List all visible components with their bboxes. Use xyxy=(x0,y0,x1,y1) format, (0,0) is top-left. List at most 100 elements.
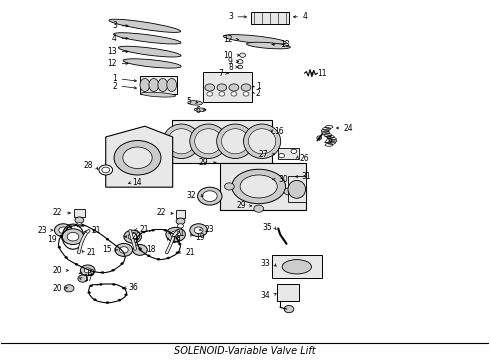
Circle shape xyxy=(171,231,180,238)
Text: 36: 36 xyxy=(129,283,139,292)
Polygon shape xyxy=(172,120,272,163)
Circle shape xyxy=(136,238,139,240)
Ellipse shape xyxy=(288,180,306,198)
Circle shape xyxy=(240,53,245,57)
Circle shape xyxy=(94,299,97,301)
Circle shape xyxy=(194,227,203,233)
Circle shape xyxy=(205,84,215,91)
Circle shape xyxy=(173,234,176,237)
Circle shape xyxy=(128,233,137,240)
Polygon shape xyxy=(74,210,85,217)
Text: 21: 21 xyxy=(175,229,185,238)
Circle shape xyxy=(124,294,127,296)
Ellipse shape xyxy=(246,42,290,49)
Circle shape xyxy=(62,229,84,244)
Text: 21: 21 xyxy=(91,226,100,235)
Text: 18: 18 xyxy=(147,246,156,255)
Circle shape xyxy=(279,153,285,158)
Circle shape xyxy=(317,136,322,139)
Ellipse shape xyxy=(248,129,276,154)
Ellipse shape xyxy=(282,260,312,274)
Circle shape xyxy=(60,235,63,237)
Circle shape xyxy=(143,231,146,233)
Circle shape xyxy=(243,92,249,96)
Text: 16: 16 xyxy=(274,127,284,136)
Circle shape xyxy=(88,292,91,294)
Text: 20: 20 xyxy=(132,232,141,241)
Text: 21: 21 xyxy=(185,248,195,257)
Circle shape xyxy=(123,254,126,256)
Polygon shape xyxy=(277,284,299,301)
Text: 23: 23 xyxy=(205,225,215,234)
Ellipse shape xyxy=(168,129,195,154)
Text: 29: 29 xyxy=(236,201,246,210)
Text: 20: 20 xyxy=(52,284,62,293)
Circle shape xyxy=(64,285,74,292)
Circle shape xyxy=(106,302,109,304)
Circle shape xyxy=(176,252,179,254)
Circle shape xyxy=(241,84,251,91)
Ellipse shape xyxy=(232,169,286,204)
Text: 34: 34 xyxy=(261,291,270,300)
Text: 3: 3 xyxy=(112,21,117,30)
Ellipse shape xyxy=(114,33,181,44)
Ellipse shape xyxy=(140,78,150,91)
Circle shape xyxy=(121,262,123,265)
Text: 30: 30 xyxy=(278,175,288,184)
Circle shape xyxy=(197,187,222,205)
Ellipse shape xyxy=(163,124,200,158)
Text: 14: 14 xyxy=(133,178,142,187)
Circle shape xyxy=(120,247,128,253)
Text: 21: 21 xyxy=(86,248,96,257)
Circle shape xyxy=(157,258,160,260)
Text: 31: 31 xyxy=(301,172,311,181)
Ellipse shape xyxy=(188,101,202,105)
Circle shape xyxy=(147,255,150,257)
Circle shape xyxy=(238,65,243,69)
Circle shape xyxy=(106,238,109,240)
Circle shape xyxy=(284,306,294,313)
Polygon shape xyxy=(278,148,299,159)
Polygon shape xyxy=(272,255,322,278)
Text: 1: 1 xyxy=(256,82,261,91)
Text: 26: 26 xyxy=(300,154,309,163)
Circle shape xyxy=(99,165,113,175)
Text: 11: 11 xyxy=(318,69,327,78)
Circle shape xyxy=(133,244,147,255)
Circle shape xyxy=(114,140,161,175)
Circle shape xyxy=(122,287,125,289)
Circle shape xyxy=(93,229,96,231)
Polygon shape xyxy=(106,126,172,187)
Circle shape xyxy=(291,149,297,153)
Text: SOLENOID-Variable Valve Lift: SOLENOID-Variable Valve Lift xyxy=(174,346,316,356)
Circle shape xyxy=(237,59,243,64)
Circle shape xyxy=(118,299,121,301)
Text: 1: 1 xyxy=(112,75,117,84)
Circle shape xyxy=(139,248,142,250)
Circle shape xyxy=(229,84,239,91)
Circle shape xyxy=(284,188,294,195)
Text: 10: 10 xyxy=(223,51,233,60)
Circle shape xyxy=(115,243,133,256)
Text: 29: 29 xyxy=(199,158,208,167)
Circle shape xyxy=(54,224,72,237)
Text: 12: 12 xyxy=(107,59,117,68)
Circle shape xyxy=(117,246,120,248)
Ellipse shape xyxy=(223,35,286,44)
Text: 33: 33 xyxy=(261,259,270,268)
Text: 8: 8 xyxy=(228,63,233,72)
Text: 21: 21 xyxy=(140,225,149,234)
Text: 5: 5 xyxy=(186,97,191,106)
Polygon shape xyxy=(175,211,185,218)
Text: 20: 20 xyxy=(52,266,62,275)
Ellipse shape xyxy=(149,78,159,91)
Text: 4: 4 xyxy=(112,34,117,43)
Circle shape xyxy=(124,230,142,243)
Polygon shape xyxy=(251,12,289,24)
Circle shape xyxy=(167,257,170,259)
Circle shape xyxy=(67,232,79,241)
Circle shape xyxy=(59,227,68,233)
Circle shape xyxy=(99,283,102,285)
Circle shape xyxy=(88,269,91,271)
Circle shape xyxy=(58,246,61,248)
